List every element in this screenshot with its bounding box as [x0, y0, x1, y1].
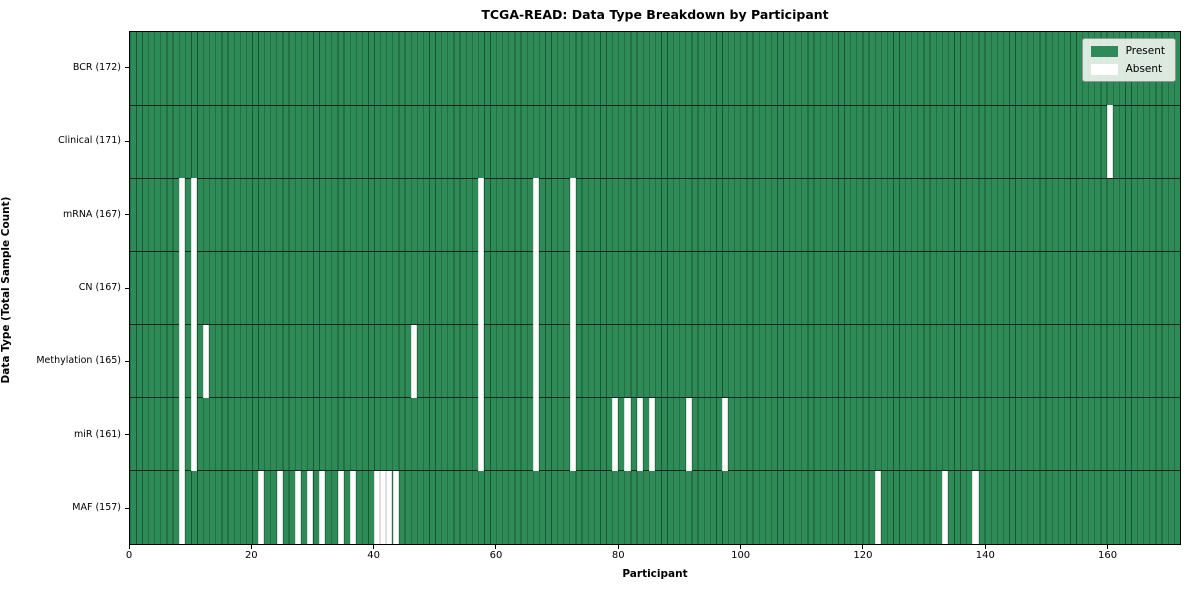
absent-cell	[722, 397, 729, 471]
y-tick-mark	[125, 214, 129, 216]
x-tick-label: 40	[367, 550, 380, 561]
absent-cell	[258, 470, 265, 544]
x-tick-label: 160	[1098, 550, 1118, 561]
x-tick-label: 100	[731, 550, 751, 561]
absent-cell	[410, 324, 417, 398]
absent-cell	[191, 251, 198, 325]
absent-cell	[178, 470, 185, 544]
y-tick-label: CN (167)	[78, 282, 121, 293]
y-tick-marks	[125, 31, 129, 545]
x-tick-label: 80	[611, 550, 625, 561]
row-boundary-line	[130, 177, 1180, 179]
absent-cell	[386, 470, 393, 544]
x-tick-mark	[984, 545, 986, 549]
grid-vertical-lines	[130, 32, 1180, 544]
absent-cell	[941, 470, 948, 544]
absent-cell	[477, 324, 485, 398]
x-tick-marks	[128, 545, 1181, 549]
absent-cell	[569, 324, 576, 398]
legend-item-present: Present	[1090, 45, 1165, 57]
y-tick-label: Methylation (165)	[36, 355, 121, 367]
absent-cell	[532, 397, 539, 471]
x-tick-label: 0	[125, 550, 133, 561]
absent-cell	[648, 397, 655, 471]
present-swatch	[1090, 45, 1118, 57]
absent-cell	[477, 251, 485, 325]
absent-cell	[624, 397, 631, 471]
x-tick-label: 60	[489, 550, 503, 561]
legend-item-absent: Absent	[1090, 63, 1165, 75]
absent-cell	[178, 397, 185, 471]
x-tick-mark	[495, 545, 497, 549]
y-tick-label: mRNA (167)	[62, 208, 121, 220]
x-tick-label: 20	[244, 550, 258, 561]
y-tick-mark	[125, 140, 129, 142]
absent-cell	[569, 251, 576, 325]
absent-cell	[374, 470, 381, 544]
y-tick-label: Clinical (171)	[58, 135, 121, 147]
y-tick-mark	[125, 287, 129, 289]
absent-cell	[178, 251, 185, 325]
absent-cell	[612, 397, 619, 471]
x-tick-mark	[740, 545, 742, 549]
x-axis-label: Participant	[622, 568, 688, 580]
absent-cell	[532, 178, 539, 252]
absent-swatch	[1090, 63, 1118, 75]
x-tick-labels: 0 20 40 60 80 100 120 140 160	[126, 549, 1181, 563]
absent-cell	[532, 251, 539, 325]
x-tick-mark	[128, 545, 130, 549]
row-boundary-line	[130, 470, 1180, 472]
absent-cell	[477, 397, 485, 471]
absent-cell	[636, 397, 643, 471]
x-tick-label: 140	[975, 550, 995, 561]
absent-cell	[874, 470, 881, 544]
absent-cell	[532, 324, 539, 398]
absent-cell	[276, 470, 283, 544]
y-tick-label: miR (161)	[73, 428, 121, 440]
x-tick-label: 120	[853, 550, 873, 561]
absent-cell	[178, 178, 185, 252]
absent-cell	[178, 324, 185, 398]
y-tick-label: BCR (172)	[72, 61, 121, 73]
absent-cell	[1106, 105, 1113, 179]
absent-cell	[203, 324, 210, 398]
absent-cell	[685, 397, 692, 471]
absent-cell	[319, 470, 326, 544]
y-tick-mark	[125, 507, 129, 509]
chart-title: TCGA-READ: Data Type Breakdown by Partic…	[481, 7, 829, 22]
absent-cell	[294, 470, 301, 544]
y-tick-mark	[125, 434, 129, 436]
x-tick-mark	[250, 545, 252, 549]
absent-cell	[307, 470, 314, 544]
absent-cell	[191, 397, 198, 471]
x-tick-mark	[862, 545, 864, 549]
legend-label-present: Present	[1125, 45, 1165, 57]
absent-cell	[191, 324, 198, 398]
absent-cell	[972, 470, 979, 544]
row-boundary-line	[130, 397, 1180, 399]
x-tick-mark	[373, 545, 375, 549]
y-tick-labels: BCR (172) Clinical (171) mRNA (167) CN (167…	[0, 31, 121, 545]
heatmap-plot	[129, 31, 1181, 545]
absent-cell	[191, 178, 198, 252]
y-tick-mark	[125, 360, 129, 362]
row-boundary-line	[130, 104, 1180, 106]
legend-label-absent: Absent	[1125, 63, 1163, 75]
legend: Present Absent	[1081, 38, 1176, 82]
x-tick-mark	[617, 545, 619, 549]
row-boundary-line	[130, 250, 1180, 252]
absent-cell	[569, 178, 576, 252]
y-tick-mark	[125, 67, 129, 69]
row-boundary-line	[130, 324, 1180, 326]
absent-cell	[349, 470, 356, 544]
absent-cell	[380, 470, 387, 544]
absent-cell	[477, 178, 485, 252]
x-tick-mark	[1107, 545, 1109, 549]
absent-cell	[569, 397, 576, 471]
absent-cell	[392, 470, 399, 544]
y-tick-label: MAF (157)	[72, 502, 121, 514]
absent-cell	[337, 470, 344, 544]
